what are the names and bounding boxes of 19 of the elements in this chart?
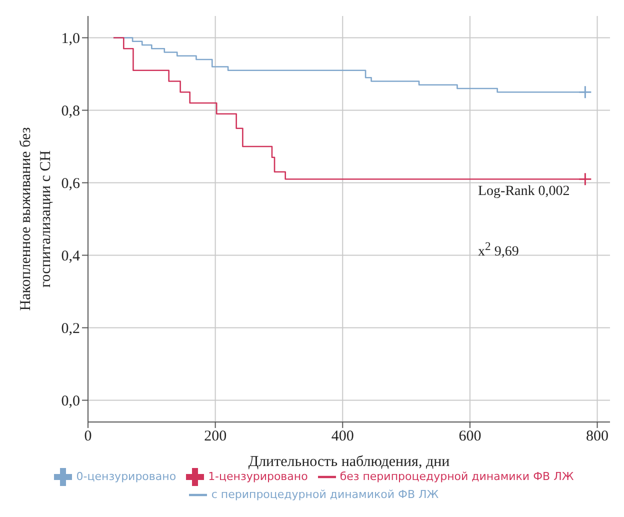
y-tick-label: 0,2 [61, 321, 80, 338]
legend-label: без перипроцедурной динамики ФВ ЛЖ [340, 470, 574, 484]
x-tick-label: 600 [458, 428, 482, 445]
x-tick-label: 200 [204, 428, 227, 445]
y-tick-label: 1,0 [61, 31, 80, 48]
y-tick-label: 0,8 [61, 104, 80, 120]
legend-label: 0-цензурировано [76, 470, 176, 484]
x-tick-label: 0 [84, 428, 92, 445]
annotation: x$^{2}$ 9,69 [478, 240, 519, 261]
y-tick-label: 0,6 [61, 176, 80, 192]
y-tick-label: 0,0 [61, 394, 80, 410]
y-tick-label: 0,4 [61, 248, 80, 265]
annotation: Log-Rank 0,002 [478, 184, 570, 200]
y-axis-title: Накопленное выживание без госпитализации с СН [18, 127, 54, 311]
legend-label: 1-цензурировано [208, 470, 308, 484]
x-axis-title: Длительность наблюдения, дни [248, 454, 450, 470]
legend-label: с перипроцедурной динамикой ФВ ЛЖ [211, 488, 439, 502]
x-tick-label: 800 [586, 428, 609, 445]
x-tick-label: 400 [331, 428, 354, 445]
